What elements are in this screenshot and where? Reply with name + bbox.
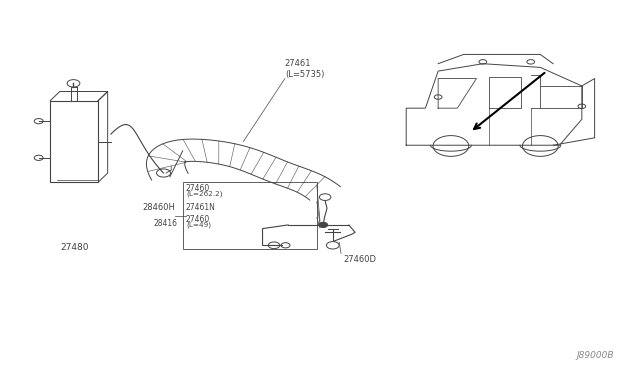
Text: 28416: 28416 [154,219,178,228]
Text: 27460: 27460 [186,215,210,224]
Text: J89000B: J89000B [576,351,614,360]
Text: 27460: 27460 [186,184,210,193]
Text: 28460H: 28460H [143,203,175,212]
Text: 27461
(L=5735): 27461 (L=5735) [285,59,324,78]
Circle shape [326,241,339,249]
Text: (L=262.2): (L=262.2) [186,190,222,197]
Text: 27461N: 27461N [186,203,216,212]
Text: 27480: 27480 [60,243,88,253]
Circle shape [319,222,328,228]
Text: (L=49): (L=49) [186,221,211,228]
Text: 27460D: 27460D [343,254,376,264]
